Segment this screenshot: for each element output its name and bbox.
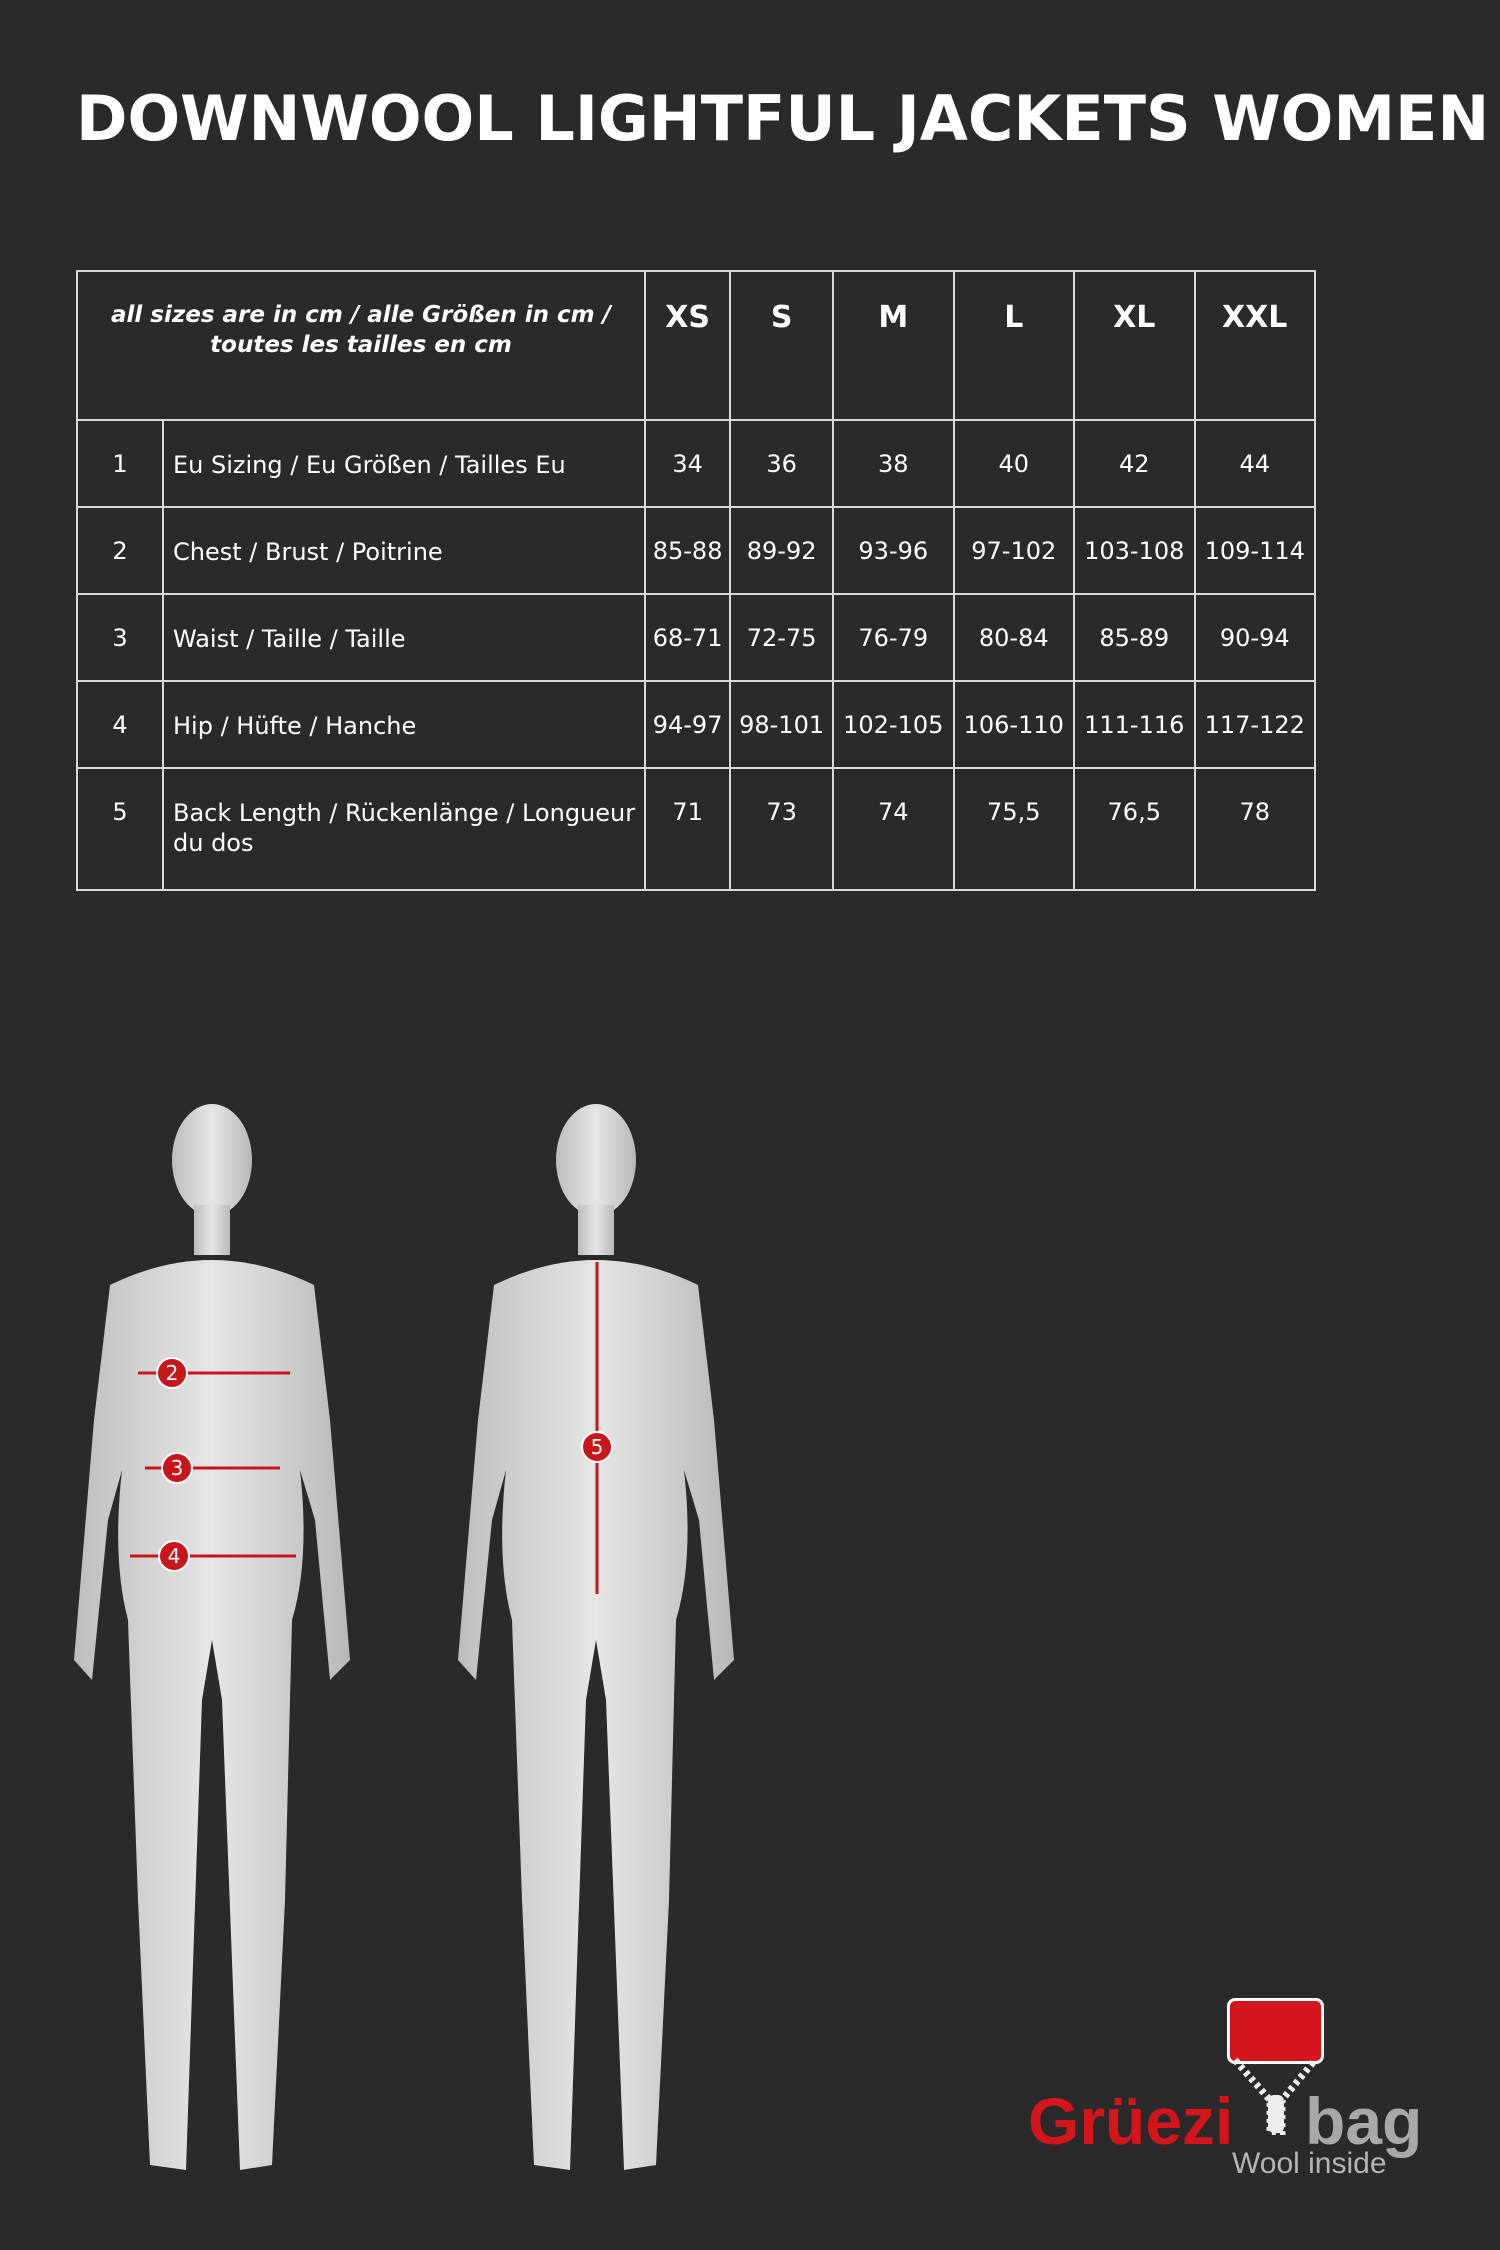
- row-number: 3: [76, 593, 164, 682]
- units-note: all sizes are in cm / alle Größen in cm …: [76, 270, 646, 421]
- size-header: M: [832, 270, 955, 421]
- size-value: 36: [729, 419, 835, 508]
- size-table: all sizes are in cm / alle Größen in cm …: [76, 270, 1316, 891]
- row-number: 4: [76, 680, 164, 769]
- size-value: 103-108: [1073, 506, 1196, 595]
- brand-name-gray: bag: [1305, 2084, 1423, 2158]
- row-number: 1: [76, 419, 164, 508]
- zipper-icon: [1232, 2057, 1318, 2135]
- measure-label: Waist / Taille / Taille: [162, 593, 646, 682]
- measure-label: Hip / Hüfte / Hanche: [162, 680, 646, 769]
- sheep-icon: [1227, 1998, 1324, 2064]
- gruezi-bag-logo: Grüezi bag Wool inside: [1020, 1995, 1450, 2185]
- size-value: 74: [832, 767, 955, 891]
- page-title: DOWNWOOL LIGHTFUL JACKETS WOMEN: [76, 82, 1490, 155]
- size-value: 38: [832, 419, 955, 508]
- size-value: 80-84: [952, 593, 1076, 682]
- marker-4-label: 4: [168, 1544, 181, 1568]
- size-value: 94-97: [643, 680, 732, 769]
- size-value: 102-105: [832, 680, 955, 769]
- size-value: 75,5: [952, 767, 1076, 891]
- size-value: 76,5: [1073, 767, 1196, 891]
- marker-5: [581, 1431, 613, 1463]
- measure-label: Back Length / Rückenlänge / Longueur du …: [162, 767, 646, 891]
- size-value: 78: [1193, 767, 1316, 891]
- marker-3-label: 3: [171, 1456, 184, 1480]
- size-header: XL: [1073, 270, 1196, 421]
- marker-2-label: 2: [166, 1361, 179, 1385]
- brand-tagline: Wool inside: [1232, 2147, 1387, 2180]
- table-row: 3 Waist / Taille / Taille 68-71 72-75 76-79…: [76, 593, 1316, 682]
- row-number: 2: [76, 506, 164, 595]
- size-value: 71: [643, 767, 732, 891]
- size-header: L: [952, 270, 1076, 421]
- size-header: XS: [643, 270, 732, 421]
- mannequin-illustration: 2 3 4 5: [74, 1104, 734, 2170]
- row-number: 5: [76, 767, 164, 891]
- brand-name-red: Grüezi: [1028, 2084, 1234, 2158]
- size-value: 85-89: [1073, 593, 1196, 682]
- size-value: 76-79: [832, 593, 955, 682]
- size-value: 109-114: [1193, 506, 1316, 595]
- size-value: 97-102: [952, 506, 1076, 595]
- size-value: 85-88: [643, 506, 732, 595]
- size-value: 106-110: [952, 680, 1076, 769]
- size-value: 72-75: [729, 593, 835, 682]
- size-value: 40: [952, 419, 1076, 508]
- size-header: S: [729, 270, 835, 421]
- marker-2: [156, 1357, 188, 1389]
- size-value: 90-94: [1193, 593, 1316, 682]
- size-value: 111-116: [1073, 680, 1196, 769]
- table-row: 2 Chest / Brust / Poitrine 85-88 89-92 93-9…: [76, 506, 1316, 595]
- front-mannequin: [74, 1104, 350, 2170]
- size-header: XXL: [1193, 270, 1316, 421]
- size-value: 73: [729, 767, 835, 891]
- size-value: 93-96: [832, 506, 955, 595]
- size-value: 34: [643, 419, 732, 508]
- back-mannequin: [458, 1104, 734, 2170]
- table-row: 1 Eu Sizing / Eu Größen / Tailles Eu 34 36…: [76, 419, 1316, 508]
- table-row: 5 Back Length / Rückenlänge / Longueur d…: [76, 767, 1316, 891]
- marker-3: [161, 1452, 193, 1484]
- size-value: 68-71: [643, 593, 732, 682]
- size-value: 98-101: [729, 680, 835, 769]
- size-value: 44: [1193, 419, 1316, 508]
- table-row: 4 Hip / Hüfte / Hanche 94-97 98-101 102-105…: [76, 680, 1316, 769]
- marker-5-label: 5: [591, 1435, 604, 1459]
- size-value: 117-122: [1193, 680, 1316, 769]
- size-value: 89-92: [729, 506, 835, 595]
- measure-label: Eu Sizing / Eu Größen / Tailles Eu: [162, 419, 646, 508]
- measure-label: Chest / Brust / Poitrine: [162, 506, 646, 595]
- table-header-row: all sizes are in cm / alle Größen in cm …: [76, 270, 1316, 421]
- size-value: 42: [1073, 419, 1196, 508]
- marker-4: [158, 1540, 190, 1572]
